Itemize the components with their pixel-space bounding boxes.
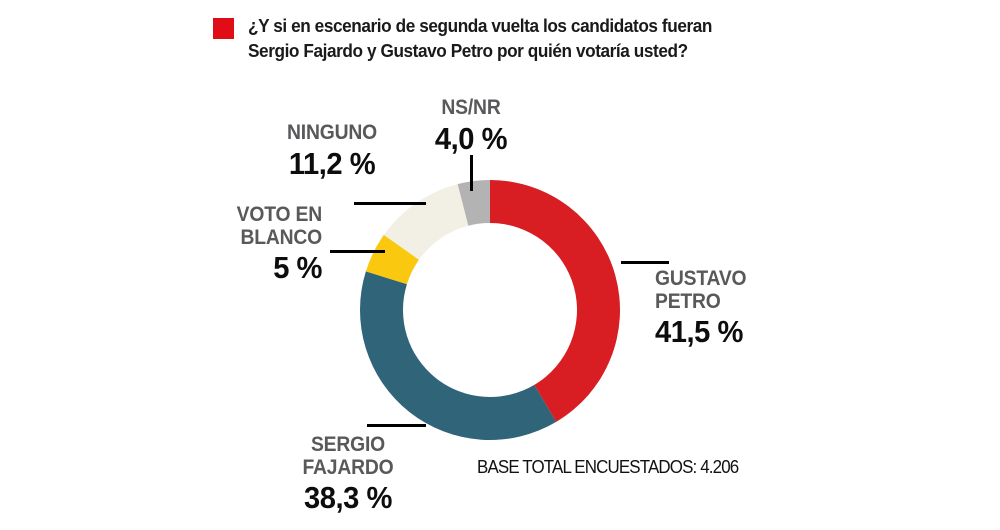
callout-value-ns-nr: 4,0 % bbox=[434, 120, 508, 156]
donut-chart-svg bbox=[360, 180, 620, 440]
callout-value-gustavo-petro: 41,5 % bbox=[655, 314, 743, 350]
callout-label-ninguno: NINGUNO bbox=[287, 121, 377, 144]
leader-line-voto-en-blanco bbox=[330, 250, 385, 253]
donut-chart bbox=[360, 180, 620, 440]
donut-slice-voto-en-blanco bbox=[365, 234, 419, 285]
callout-value-sergio-fajardo: 38,3 % bbox=[304, 480, 392, 516]
leader-line-ninguno bbox=[354, 202, 426, 205]
base-total-label: BASE TOTAL ENCUESTADOS: 4.206 bbox=[477, 457, 739, 477]
donut-slice-ninguno bbox=[383, 184, 469, 260]
callout-label-sergio-fajardo: SERGIO FAJARDO bbox=[302, 433, 394, 479]
callout-sergio-fajardo: SERGIO FAJARDO 38,3 % bbox=[268, 433, 428, 516]
leader-line-ns-nr bbox=[470, 155, 473, 191]
callout-ns-nr: NS/NR 4,0 % bbox=[400, 96, 542, 156]
callout-label-voto-en-blanco: VOTO EN BLANCO bbox=[236, 203, 322, 249]
donut-slice-sergio-fajardo bbox=[360, 271, 557, 440]
title-bullet-square-icon bbox=[213, 18, 234, 39]
leader-line-sergio-fajardo bbox=[367, 424, 426, 427]
callout-label-gustavo-petro: GUSTAVO PETRO bbox=[655, 267, 747, 313]
page-title: ¿Y si en escenario de segunda vuelta los… bbox=[248, 15, 712, 61]
donut-slice-ns-nr bbox=[457, 180, 490, 226]
callout-voto-en-blanco: VOTO EN BLANCO 5 % bbox=[170, 203, 323, 286]
callout-label-ns-nr: NS/NR bbox=[441, 96, 501, 119]
donut-slice-gustavo-petro bbox=[490, 180, 620, 422]
callout-ninguno: NINGUNO 11,2 % bbox=[252, 121, 412, 181]
callout-value-voto-en-blanco: 5 % bbox=[273, 250, 322, 286]
callout-gustavo-petro: GUSTAVO PETRO 41,5 % bbox=[655, 267, 795, 350]
chart-title-block: ¿Y si en escenario de segunda vuelta los… bbox=[213, 14, 747, 63]
callout-value-ninguno: 11,2 % bbox=[288, 145, 376, 181]
leader-line-gustavo-petro bbox=[621, 261, 669, 264]
